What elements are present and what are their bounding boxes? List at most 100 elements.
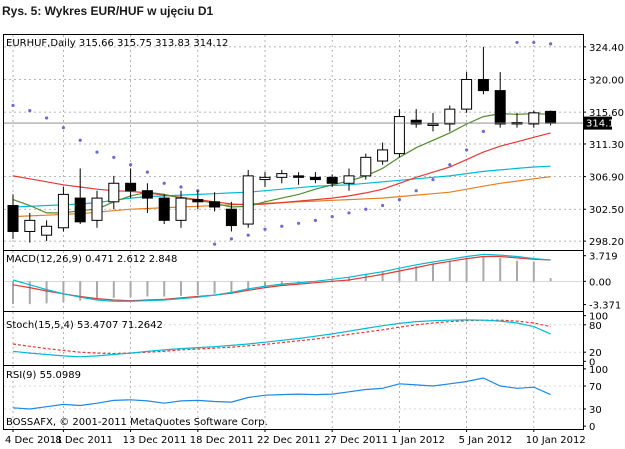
psar-dot	[347, 211, 351, 215]
candle-body	[209, 201, 221, 208]
rsi-pane-header: RSI(9) 55.0989	[6, 370, 81, 381]
candle-body	[461, 78, 473, 110]
candle-body	[410, 119, 422, 125]
y-tick-label: 302.50	[589, 205, 624, 216]
psar-dot	[431, 177, 435, 182]
rsi-pane[interactable]	[3, 365, 584, 430]
psar-dot	[414, 189, 418, 193]
y-tick-label: 70	[589, 382, 602, 393]
candle-body	[158, 197, 170, 221]
candle-body	[225, 208, 237, 227]
psar-dot	[297, 221, 301, 225]
psar-dot	[313, 218, 317, 222]
candle-body	[259, 176, 271, 181]
price-pane[interactable]	[3, 34, 584, 251]
x-tick-label: 18 Dec 2011	[190, 435, 254, 446]
macd-main-line	[12, 253, 551, 302]
x-tick-label: 27 Dec 2011	[324, 435, 388, 446]
stoch-signal-line	[12, 319, 551, 355]
psar-dot	[532, 40, 536, 45]
stoch-pane-header: Stoch(15,5,4) 53.4707 71.2642	[6, 320, 163, 331]
chart-marks	[4, 40, 583, 410]
price-pane-header: EURHUF,Daily 315.66 315.75 313.83 314.12	[6, 38, 228, 49]
candle-body	[494, 90, 506, 125]
stoch-main-line	[12, 319, 551, 358]
y-tick-label: 20	[589, 348, 602, 359]
psar-dot	[263, 227, 267, 231]
y-tick-label: 306.90	[589, 173, 624, 184]
ma-mid-line	[12, 132, 551, 206]
psar-dot	[11, 103, 15, 108]
y-tick-label: 315.60	[589, 108, 624, 119]
x-tick-label: 5 Jan 2012	[459, 435, 513, 446]
psar-dot	[78, 138, 82, 142]
macd-pane-header: MACD(12,26,9) 0.471 2.612 2.848	[6, 254, 177, 265]
rsi-line	[12, 377, 551, 410]
y-tick-label: -3.371	[589, 301, 621, 312]
y-tick-label: 100	[589, 312, 608, 323]
y-tick-label: 30	[589, 405, 602, 416]
figure-caption: Rys. 5: Wykres EUR/HUF w ujęciu D1	[2, 4, 214, 18]
psar-dot	[364, 207, 368, 211]
candle-body	[477, 78, 489, 92]
psar-dot	[481, 129, 485, 133]
x-tick-label: 22 Dec 2011	[257, 435, 321, 446]
y-tick-label: 100	[589, 365, 608, 376]
candle-body	[175, 197, 187, 221]
x-tick-label: 4 Dec 2011	[5, 435, 63, 446]
psar-dot	[61, 126, 65, 130]
psar-dot	[229, 237, 233, 241]
candle-body	[427, 123, 439, 126]
candle-body	[91, 197, 103, 221]
y-tick-label: 0	[589, 422, 595, 433]
candle-body	[377, 149, 389, 162]
candle-body	[242, 175, 254, 225]
psar-dot	[129, 163, 133, 167]
candle-body	[326, 176, 338, 184]
candle-body	[192, 199, 204, 203]
candle-body	[276, 173, 288, 178]
psar-dot	[397, 197, 401, 202]
macd-signal-line	[12, 255, 551, 302]
candle-body	[57, 193, 69, 229]
psar-dot	[179, 185, 183, 189]
y-tick-label: 298.20	[589, 237, 624, 248]
x-tick-label: 8 Dec 2011	[55, 435, 113, 446]
candle-body	[528, 112, 540, 125]
candle-body	[309, 176, 321, 181]
psar-dot	[280, 224, 284, 228]
candle-body	[7, 205, 19, 232]
psar-dot	[196, 189, 200, 193]
y-tick-label: 3.719	[589, 252, 618, 263]
psar-dot	[381, 203, 385, 208]
psar-dot	[162, 181, 166, 185]
psar-dot	[448, 163, 452, 167]
candle-body	[41, 225, 53, 236]
current-price-box	[584, 116, 612, 130]
candle-body	[343, 175, 355, 184]
candle-body	[125, 182, 137, 192]
copyright-watermark: BOSSAFX, © 2001-2011 MetaQuotes Software…	[6, 417, 268, 428]
psar-dot	[465, 148, 469, 152]
psar-dot	[213, 242, 217, 246]
psar-dot	[515, 40, 519, 45]
y-tick-label: 0	[589, 357, 595, 368]
y-tick-label: 80	[589, 321, 602, 332]
psar-dot	[112, 155, 116, 159]
candle-body	[444, 108, 456, 125]
y-tick-label: 324.40	[589, 43, 624, 54]
psar-dot	[549, 42, 553, 46]
psar-dot	[45, 116, 49, 120]
candle-body	[293, 175, 305, 178]
psar-dot	[330, 215, 334, 219]
candle-body	[141, 190, 153, 199]
psar-dot	[95, 150, 99, 154]
candle-body	[24, 219, 36, 232]
y-tick-label: 0.00	[589, 277, 611, 288]
candle-body	[74, 197, 86, 223]
candle-body	[393, 116, 405, 155]
ma-slow-line	[12, 165, 551, 208]
x-tick-label: 10 Jan 2012	[526, 435, 586, 446]
